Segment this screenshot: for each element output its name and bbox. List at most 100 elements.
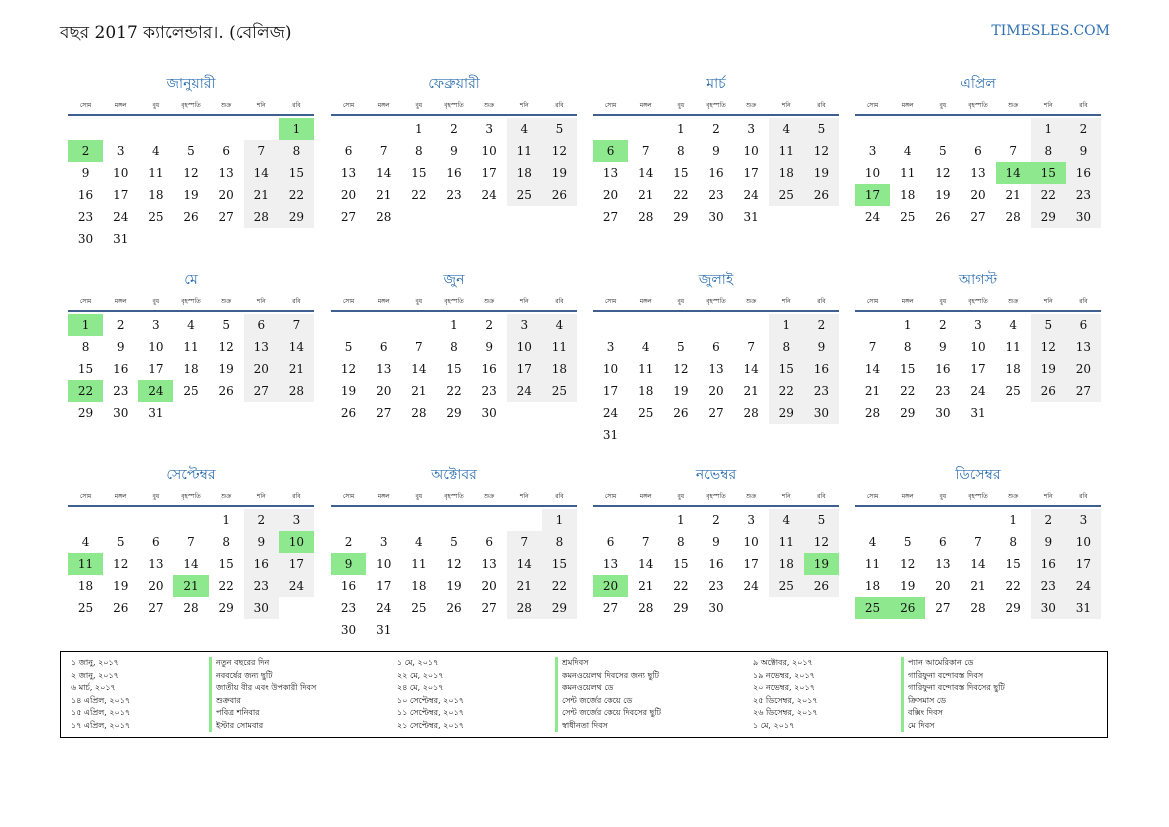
day-cell: 9 xyxy=(450,144,458,158)
day-cell: 1 xyxy=(1009,513,1017,527)
weekday-label: রবি xyxy=(817,101,826,109)
day-cell: 17 xyxy=(148,362,164,376)
weekday-label: সোম xyxy=(866,101,879,109)
empty-cell xyxy=(68,118,103,140)
day-cell: 17 xyxy=(602,384,619,398)
day-cell: 8 xyxy=(903,340,912,354)
day-cell: 24 xyxy=(602,406,619,420)
day-cell: 27 xyxy=(340,210,357,224)
weekday-label: শনি xyxy=(519,297,529,305)
day-cell: 4 xyxy=(1009,318,1017,332)
weekday-label: বৃহস্পতি xyxy=(444,297,464,305)
day-cell: 2 xyxy=(712,513,720,527)
day-cell: 24 xyxy=(481,188,497,202)
day-cell: 5 xyxy=(677,340,685,354)
weekday-label: রবি xyxy=(555,297,564,305)
site-brand-link[interactable]: TIMESLES.COM xyxy=(991,23,1110,39)
month-block: আগস্ট সোম মঙ্গল বুধ বৃহস্পতি শুক্র শনি রবি 1 2 3 4 5… xyxy=(855,270,1101,424)
day-cell: 14 xyxy=(506,553,542,575)
day-cell: 26 xyxy=(935,210,951,224)
weekday-label: রবি xyxy=(1079,492,1088,500)
month-name: ফেব্রুয়ারী xyxy=(428,76,480,92)
legend-holiday-name: জাতীয় বীর এবং উপকারী দিবস xyxy=(209,682,316,695)
legend-date: ২৬ ডিসেম্বর, ২০১৭ xyxy=(753,708,818,717)
day-cell: 11 xyxy=(148,166,164,180)
day-cell: 31 xyxy=(113,232,129,246)
legend-date: ১১ সেপ্টেম্বর, ২০১৭ xyxy=(397,708,464,717)
day-cell: 30 xyxy=(708,210,724,224)
weekday-label: বুধ xyxy=(939,492,947,500)
day-cell: 14 xyxy=(743,362,759,376)
legend-holiday-name: কমনওয়েলথ দিবসের জন্য ছুটি xyxy=(555,669,661,682)
day-cell: 19 xyxy=(900,579,916,593)
weekday-label: সোম xyxy=(866,297,879,305)
day-cell: 23 xyxy=(708,579,724,593)
day-cell: 18 xyxy=(183,362,199,376)
day-cell: 4 xyxy=(187,318,195,332)
day-cell: 26 xyxy=(803,184,839,206)
day-cell: 15 xyxy=(446,362,462,376)
day-cell: 24 xyxy=(506,380,542,402)
day-cell: 23 xyxy=(446,188,462,202)
day-cell: 4 xyxy=(768,118,804,140)
empty-cell xyxy=(960,509,995,531)
weekday-header: সোম মঙ্গল বুধ বৃহস্পতি শুক্র শনি রবি xyxy=(593,487,839,507)
month-name: সেপ্টেম্বর xyxy=(166,467,216,483)
day-cell: 12 xyxy=(673,362,689,376)
day-cell: 11 xyxy=(506,140,542,162)
day-cell: 1 xyxy=(450,318,458,332)
day-cell: 3 xyxy=(506,314,542,336)
day-cell: 20 xyxy=(708,384,724,398)
month-block: ডিসেম্বর সোম মঙ্গল বুধ বৃহস্পতি শুক্র শনি রবি 1 2… xyxy=(855,465,1101,619)
day-cell: 13 xyxy=(481,557,497,571)
day-cell: 8 xyxy=(677,535,685,549)
day-cell: 26 xyxy=(1030,380,1066,402)
day-grid: 1 2 3 4 5 6 7 8 9 10 11 12 13 14 15 16 17 18 19 20 21 22 23 24 2… xyxy=(593,509,839,619)
day-cell: 11 xyxy=(638,362,654,376)
day-cell: 22 xyxy=(446,384,462,398)
day-cell: 5 xyxy=(803,509,839,531)
month-block: সেপ্টেম্বর সোম মঙ্গল বুধ বৃহস্পতি শুক্র শনি রবি… xyxy=(68,465,314,619)
empty-cell xyxy=(68,509,103,531)
weekday-label: মঙ্গল xyxy=(114,492,127,500)
weekday-label: রবি xyxy=(292,101,301,109)
month-block: অক্টোবর সোম মঙ্গল বুধ বৃহস্পতি শুক্র শনি রবি 1 2 3… xyxy=(331,465,577,641)
weekday-header: সোম মঙ্গল বুধ বৃহস্পতি শুক্র শনি রবি xyxy=(68,487,314,507)
day-cell: 28 xyxy=(183,601,199,615)
empty-cell xyxy=(138,509,173,531)
weekday-header: সোম মঙ্গল বুধ বৃহস্পতি শুক্র শনি রবি xyxy=(331,96,577,116)
day-cell: 11 xyxy=(411,557,427,571)
day-cell: 27 xyxy=(708,406,724,420)
day-cell: 30 xyxy=(243,597,279,619)
day-cell: 21 xyxy=(638,188,654,202)
legend-holiday-name: মে দিবস xyxy=(901,719,1005,732)
day-cell: 24 xyxy=(864,210,881,224)
day-cell: 28 xyxy=(278,380,314,402)
day-cell: 18 xyxy=(411,579,427,593)
day-cell: 22 xyxy=(900,384,916,398)
day-cell: 22 xyxy=(768,380,804,402)
weekday-label: বৃহস্পতি xyxy=(968,297,988,305)
day-cell: 22 xyxy=(541,575,577,597)
day-cell: 17 xyxy=(376,579,392,593)
day-cell: 3 xyxy=(379,535,388,549)
day-cell: 22 xyxy=(1030,184,1066,206)
legend-date: ৯ অক্টোবর, ২০১৭ xyxy=(753,658,813,667)
month-name: আগস্ট xyxy=(958,272,998,288)
day-cell: 10 xyxy=(743,144,759,158)
day-cell: 20 xyxy=(218,188,234,202)
day-cell: 12 xyxy=(113,557,129,571)
holiday-day-cell: 19 xyxy=(803,553,839,575)
day-cell: 19 xyxy=(803,162,839,184)
day-cell: 29 xyxy=(1030,206,1066,228)
day-grid: 1 2 3 4 5 6 7 8 9 10 11 12 13 14 15 16 17 18 19 20 21 22 23 24 2… xyxy=(68,509,314,619)
day-cell: 12 xyxy=(183,166,199,180)
weekday-label: শুক্র xyxy=(221,492,232,500)
month-block: নভেম্বর সোম মঙ্গল বুধ বৃহস্পতি শুক্র শনি রবি 1 2 3… xyxy=(593,465,839,619)
day-cell: 29 xyxy=(278,206,314,228)
day-cell: 9 xyxy=(1065,140,1101,162)
weekday-label: বৃহস্পতি xyxy=(968,101,988,109)
day-cell: 20 xyxy=(602,188,619,202)
legend-holiday-name: নববর্ষের জন্য ছুটি xyxy=(209,669,316,682)
empty-cell xyxy=(996,118,1031,140)
